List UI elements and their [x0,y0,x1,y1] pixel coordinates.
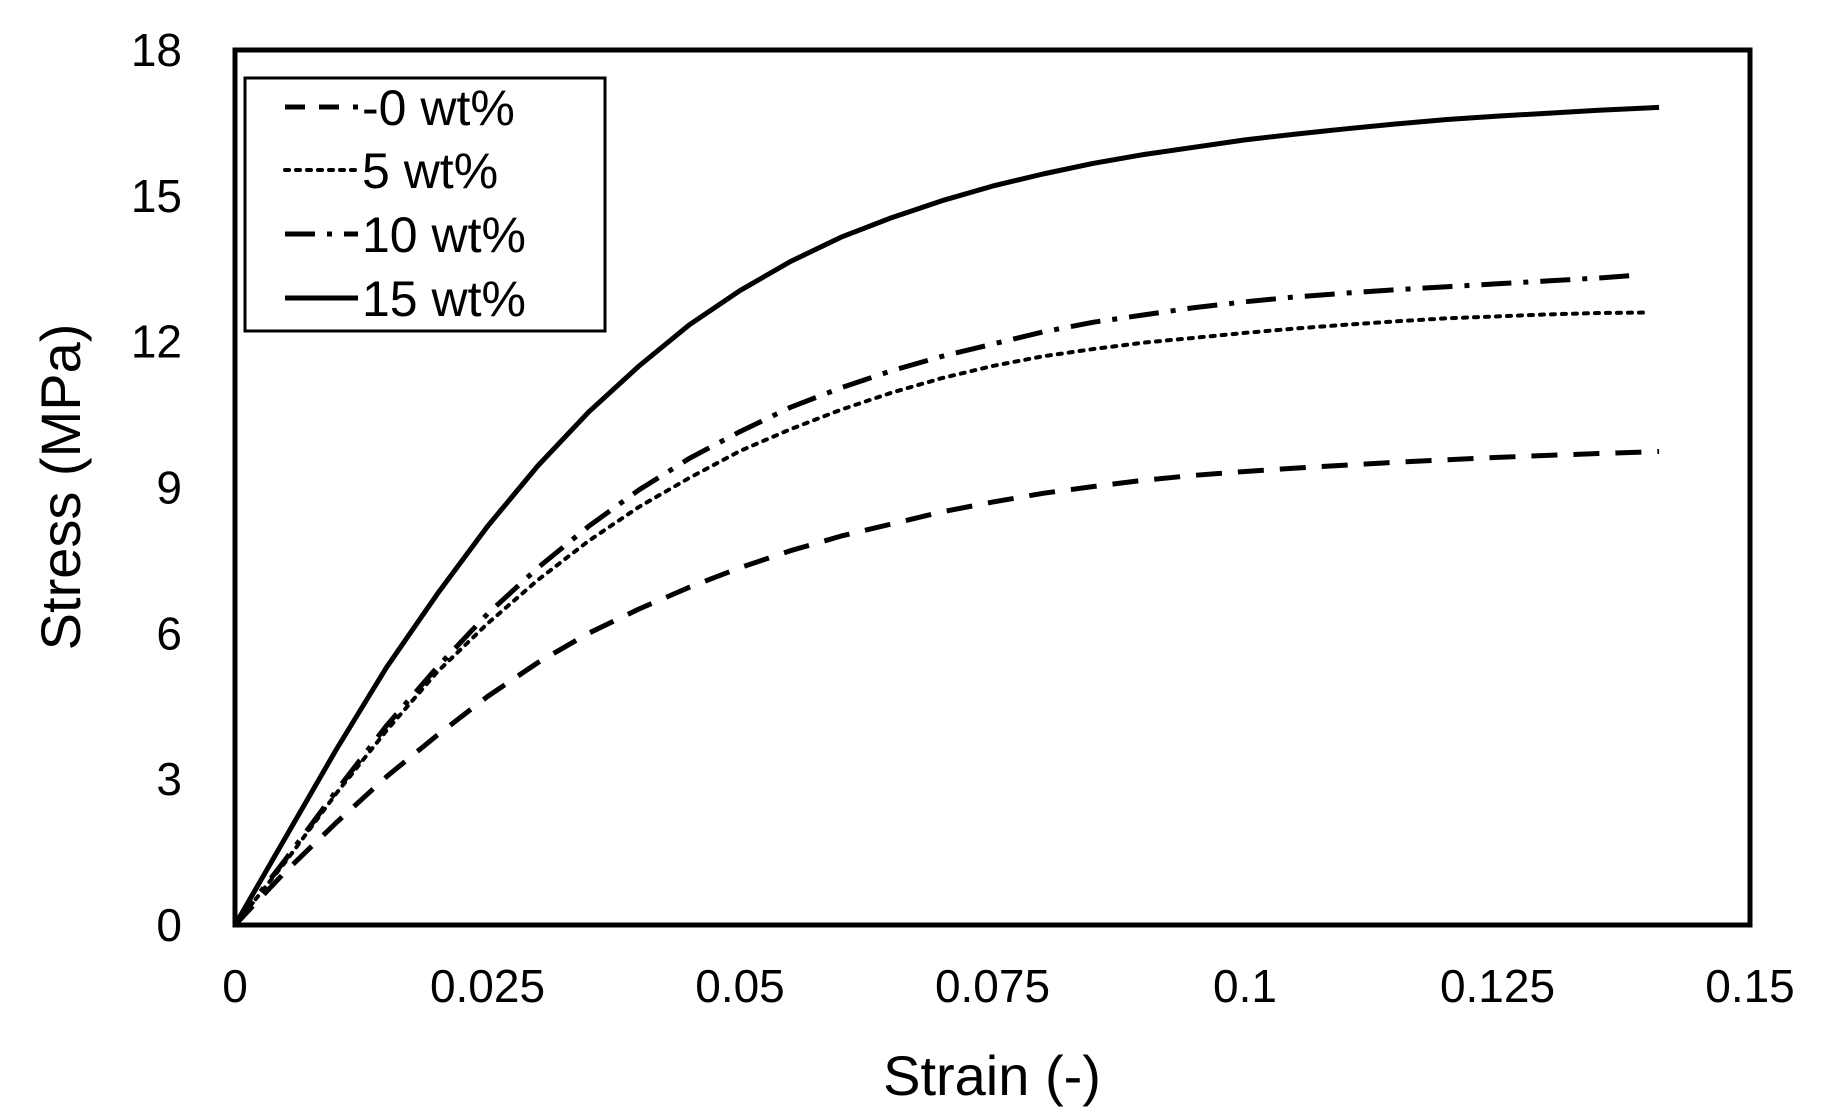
y-tick-label: 12 [131,316,182,368]
x-tick-label: 0.075 [935,960,1050,1012]
y-tick-label: 9 [156,462,182,514]
series-line-2 [233,272,1640,927]
x-tick-label: 0 [222,960,248,1012]
x-tick-label: 0.05 [695,960,785,1012]
x-tick-label: 0.125 [1440,960,1555,1012]
y-tick-label: 18 [131,24,182,76]
legend-label-1: 5 wt% [362,143,498,199]
y-tick-label: 6 [156,607,182,659]
y-tick-label: 0 [156,899,182,951]
legend-label-3: 15 wt% [362,271,526,327]
plot-area-frame [232,47,1753,928]
y-axis-ticks: 0 3 6 9 12 15 18 [131,24,182,951]
legend-items: -0 wt% 5 wt% 10 wt% 15 wt% [283,80,526,327]
x-axis-ticks: 0 0.025 0.05 0.075 0.1 0.125 0.15 [222,960,1795,1012]
legend-box [243,76,607,333]
series-layer [232,104,1660,927]
series-line-0 [233,449,1660,927]
legend-label-2: 10 wt% [362,207,526,263]
y-tick-label: 15 [131,170,182,222]
legend: -0 wt% 5 wt% 10 wt% 15 wt% [243,76,607,333]
x-tick-label: 0.1 [1213,960,1277,1012]
x-tick-label: 0.025 [430,960,545,1012]
y-tick-label: 3 [156,753,182,805]
legend-label-0: -0 wt% [362,80,515,136]
series-line-1 [233,310,1651,927]
y-axis-title: Stress (MPa) [29,324,92,651]
x-axis-title: Strain (-) [883,1044,1101,1107]
series-line-3 [232,104,1660,927]
x-tick-label: 0.15 [1705,960,1795,1012]
